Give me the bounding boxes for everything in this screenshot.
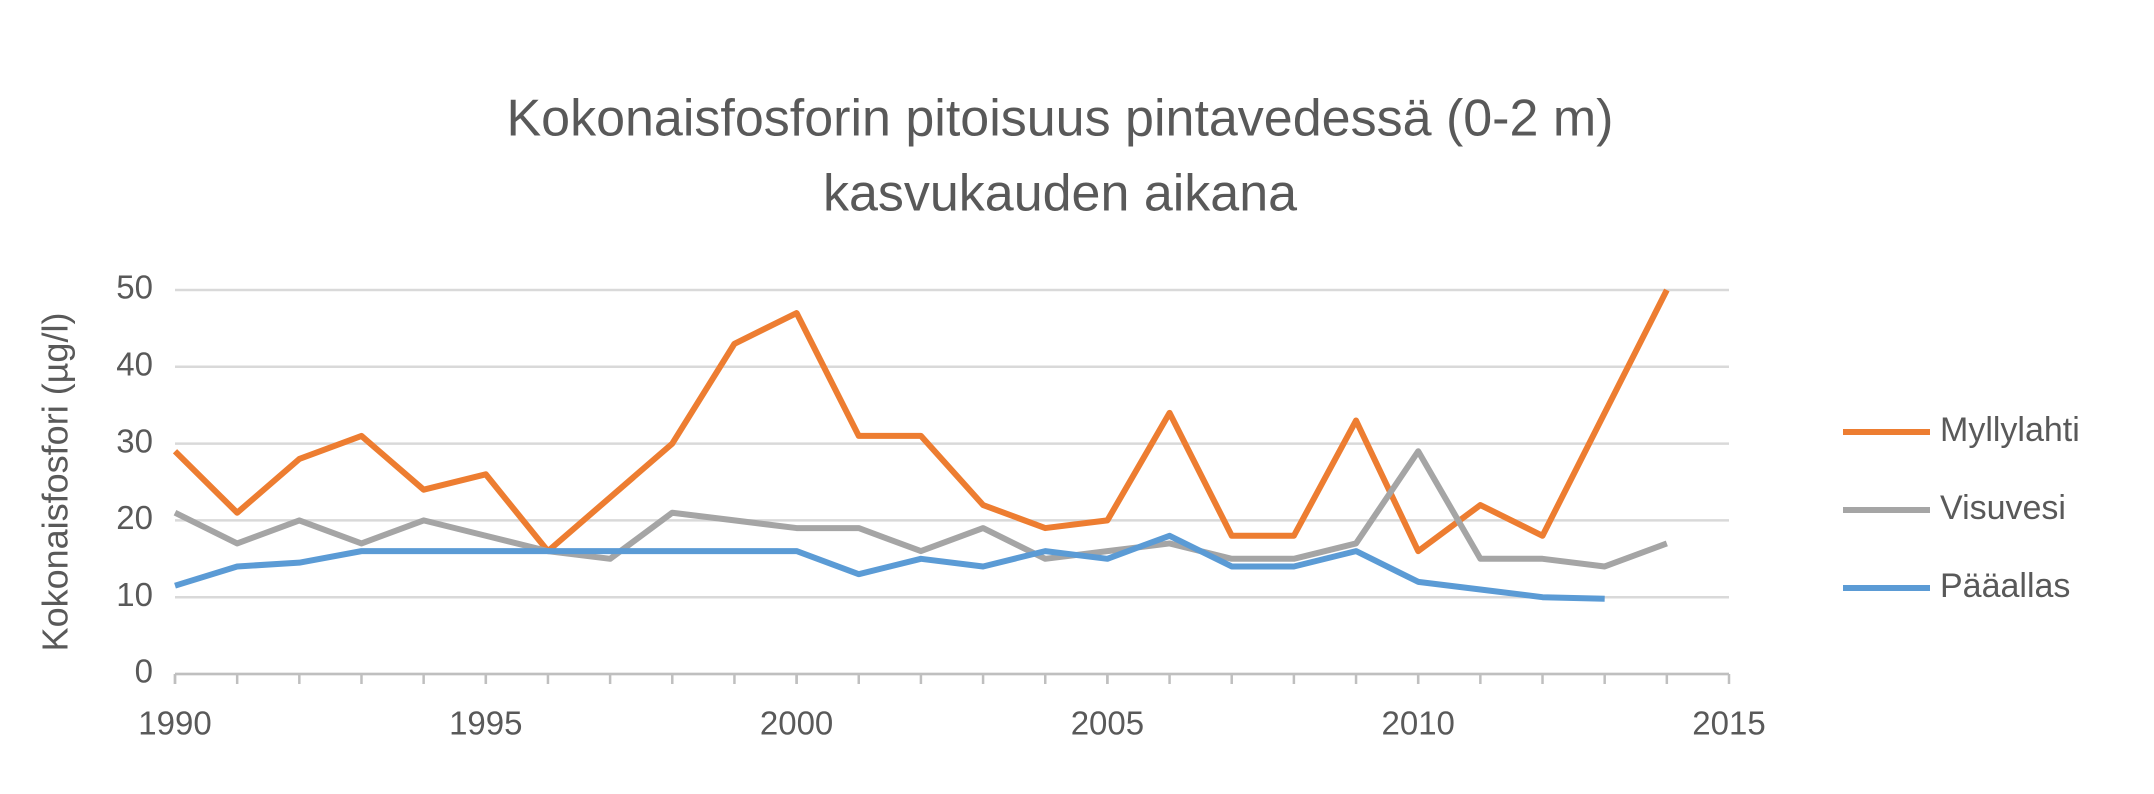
y-tick-label: 50	[116, 269, 153, 306]
x-tick-label: 2005	[1071, 705, 1144, 742]
y-tick-label: 30	[116, 422, 153, 459]
y-tick-label: 20	[116, 499, 153, 536]
data-line	[172, 288, 1670, 555]
x-tick-label: 2000	[760, 705, 833, 742]
legend-label: Visuvesi	[1940, 489, 2066, 527]
data-line	[174, 532, 1605, 602]
data-line	[173, 448, 1668, 570]
y-tick-label: 0	[135, 653, 153, 690]
x-tick-label: 2010	[1381, 705, 1454, 742]
x-tick-label: 2015	[1692, 705, 1765, 742]
y-tick-label: 40	[116, 346, 153, 383]
y-axis-label: Kokonaisfosfori (µg/l)	[35, 313, 76, 652]
chart-title: kasvukauden aikana	[823, 165, 1297, 223]
y-tick-label: 10	[116, 576, 153, 613]
legend-label: Myllylahti	[1940, 411, 2080, 449]
legend-label: Pääallas	[1940, 567, 2070, 605]
x-tick-label: 1995	[449, 705, 522, 742]
x-tick-label: 1990	[138, 705, 211, 742]
chart-title: Kokonaisfosforin pitoisuus pintavedessä …	[506, 90, 1613, 148]
